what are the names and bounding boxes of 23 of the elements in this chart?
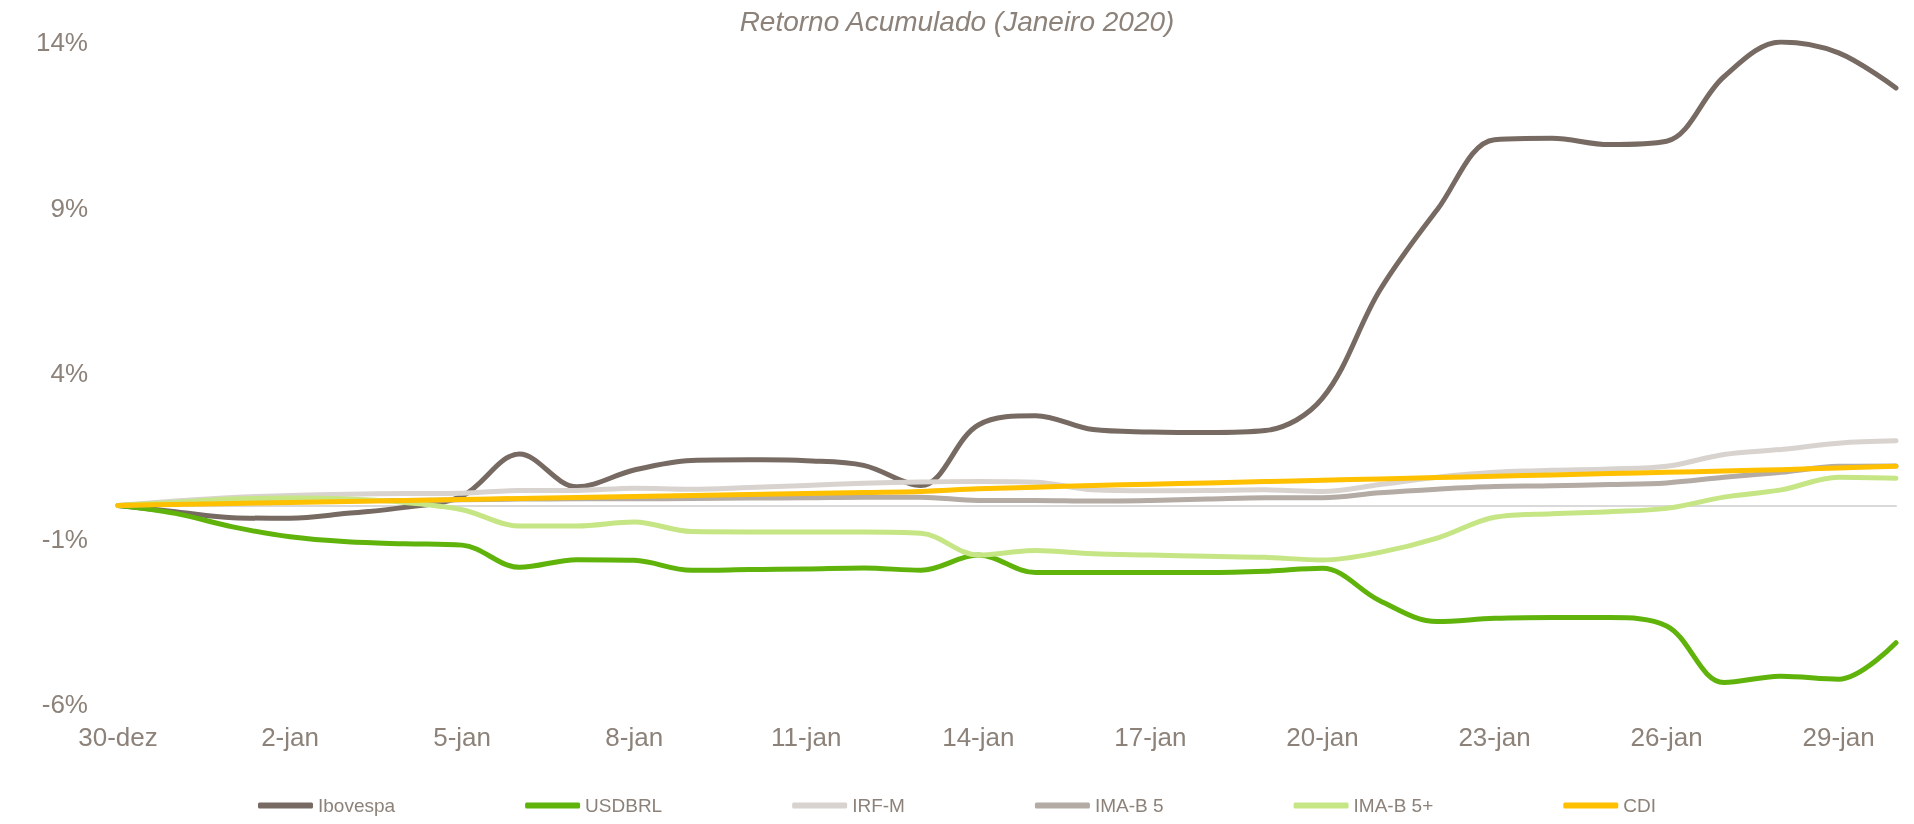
y-tick-label: -1% [41, 523, 88, 554]
x-tick-label: 14-jan [942, 722, 1015, 752]
x-tick-label: 30-dez [78, 722, 158, 752]
legend-label: CDI [1623, 795, 1657, 816]
y-tick-label: -6% [41, 689, 88, 719]
x-tick-label: 8-jan [605, 722, 664, 752]
legend-label: USDBRL [585, 795, 663, 816]
y-tick-label: 9% [50, 192, 88, 223]
legend-label: IRF-M [852, 795, 905, 816]
legend-label: IMA-B 5 [1094, 795, 1164, 816]
legend-label: Ibovespa [317, 795, 396, 816]
x-tick-label: 20-jan [1286, 722, 1359, 752]
x-tick-label: 26-jan [1630, 722, 1703, 752]
x-tick-label: 29-jan [1802, 722, 1875, 752]
chart-title: Retorno Acumulado (Janeiro 2020) [739, 5, 1175, 37]
x-tick-label: 11-jan [771, 722, 842, 752]
y-tick-label: 14% [35, 27, 88, 57]
legend-label: IMA-B 5+ [1353, 795, 1434, 816]
x-tick-label: 2-jan [261, 722, 319, 752]
x-tick-label: 5-jan [433, 722, 492, 752]
x-tick-label: 23-jan [1458, 722, 1531, 752]
x-tick-label: 17-jan [1114, 722, 1187, 752]
y-tick-label: 4% [50, 358, 88, 388]
